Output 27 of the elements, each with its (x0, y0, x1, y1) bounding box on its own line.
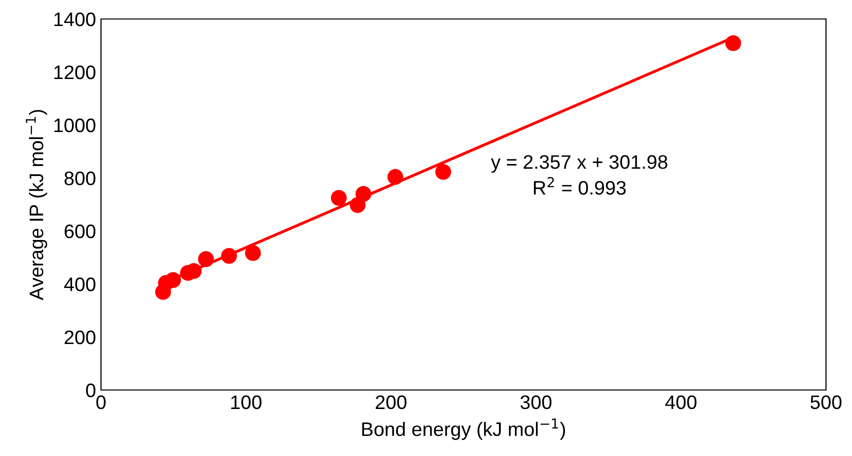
point (221, 248, 237, 264)
x-tick-label: 300 (520, 395, 552, 410)
x-tick-label: 400 (665, 395, 696, 410)
point (330, 190, 347, 206)
point (356, 186, 372, 202)
x-tick-label: 0 (96, 395, 106, 410)
y-tick-label: 1200 (54, 65, 96, 80)
point (165, 272, 181, 288)
annotation: y = 2.357 x + 301.98 (490, 155, 668, 173)
y-axis-title: Average IP (kJ mol$^{−1}$) (26, 110, 48, 300)
y-tick-label: 1000 (54, 118, 96, 132)
y-tick-label: 400 (64, 277, 96, 292)
y-tick-label: 200 (64, 330, 96, 344)
x-tick-label: 100 (231, 395, 262, 410)
annotation: R$^{2}$ = 0.993 (534, 176, 626, 195)
point (198, 251, 214, 268)
point (245, 245, 261, 261)
point (725, 35, 742, 52)
x-tick-label: 500 (810, 395, 842, 410)
y-tick-label: 800 (64, 171, 96, 186)
x-axis-title: Bond energy (kJ mol$^{−1}$) (362, 418, 566, 440)
y-tick-label: 0 (86, 383, 96, 398)
x-tick-label: 200 (376, 395, 406, 410)
point (435, 164, 452, 180)
y-tick-label: 1400 (54, 12, 96, 26)
point (387, 169, 404, 185)
y-tick-label: 600 (64, 224, 96, 238)
